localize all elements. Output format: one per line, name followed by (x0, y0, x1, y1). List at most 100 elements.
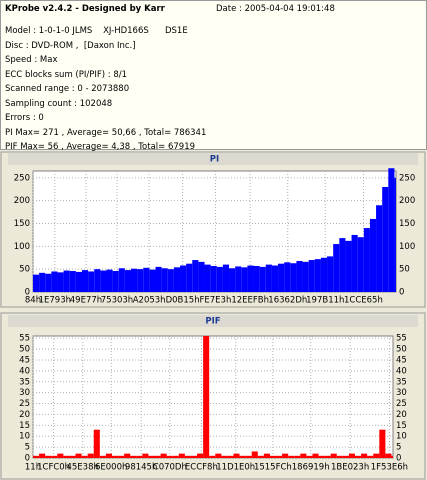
bar (330, 453, 337, 458)
y-tick-label-right: 55 (396, 334, 407, 344)
bar (161, 268, 168, 292)
bar (312, 453, 319, 458)
info-line: Scanned range : 0 - 2073880 (5, 84, 130, 94)
bar (69, 455, 76, 458)
bar (369, 218, 377, 292)
y-tick-label-right: 40 (396, 366, 407, 376)
bar (112, 270, 119, 292)
bar (149, 269, 156, 292)
x-tick-label: 75303h (101, 296, 133, 306)
bar (355, 455, 362, 458)
bar (45, 455, 52, 458)
x-tick-label: 45E38h (66, 463, 98, 473)
y-tick-label-right: 45 (396, 355, 407, 365)
x-tick-label: 6E000h (95, 463, 127, 473)
bar (130, 455, 137, 458)
info-line: PI Max= 271 , Average= 50,66 , Total= 78… (5, 127, 207, 138)
bar (57, 453, 64, 458)
x-tick-label: 98145h (125, 463, 157, 473)
x-tick-label: 49E77h (70, 296, 102, 306)
bar (93, 429, 100, 458)
bar (336, 455, 343, 458)
bar (361, 453, 368, 458)
bar (300, 453, 307, 458)
y-tick-label-right: 200 (399, 196, 415, 206)
bar (63, 455, 70, 458)
bar (216, 266, 223, 292)
bar (136, 455, 143, 458)
bar (210, 265, 217, 292)
x-tick-label: 12EEFBh (231, 296, 269, 306)
y-tick-label: 45 (19, 355, 30, 365)
info-line: Model : 1-0-1-0 JLMS XJ-HD166S DS1E (5, 26, 188, 36)
bar (376, 205, 383, 292)
bar (203, 336, 210, 458)
bar (245, 455, 252, 458)
bar (105, 453, 112, 458)
x-tick-label: 1CCE65h (344, 296, 383, 306)
bar (263, 453, 270, 458)
bar (306, 455, 313, 458)
bar (318, 455, 325, 458)
y-tick-label: 50 (19, 265, 30, 275)
x-tick-label: 1CFC0h (37, 463, 70, 473)
bar (247, 265, 254, 292)
info-line: Errors : 0 (5, 113, 44, 123)
x-tick-label: 1515FCh (254, 463, 292, 473)
y-tick-label: 10 (19, 432, 30, 442)
bar (184, 455, 191, 458)
x-tick-label: 1E793h (39, 296, 71, 306)
bar (106, 269, 113, 292)
bar (154, 455, 161, 458)
bar (290, 263, 297, 292)
date: Date : 2005-04-04 19:01:48 (216, 4, 335, 14)
x-tick-label: 186919h (292, 463, 330, 473)
chart-title: PIF (205, 317, 220, 327)
bar (235, 266, 242, 292)
y-tick-label: 30 (19, 388, 30, 398)
bar (276, 455, 283, 458)
bar (348, 453, 356, 458)
bar (269, 455, 277, 458)
bar (148, 455, 155, 458)
bar (284, 262, 291, 292)
bar (324, 455, 331, 458)
app-title: KProbe v2.4.2 - Designed by Karr (5, 4, 165, 14)
bar (271, 265, 279, 292)
bar (94, 269, 101, 292)
bar (209, 455, 216, 458)
bar (379, 429, 386, 458)
y-tick-label: 20 (19, 410, 30, 420)
y-tick-label: 50 (19, 345, 30, 355)
bar (45, 273, 52, 292)
bar (294, 455, 301, 458)
bar (229, 268, 236, 292)
y-tick-label-right: 30 (396, 388, 407, 398)
bar (253, 265, 260, 292)
y-tick-label: 0 (25, 288, 30, 298)
bar (222, 264, 230, 292)
bar (388, 168, 395, 292)
bar (51, 271, 58, 292)
bar (367, 455, 374, 458)
bar (265, 264, 272, 292)
bar (385, 453, 392, 458)
bar (32, 274, 40, 292)
bar (172, 455, 179, 458)
bar (241, 267, 248, 292)
y-tick-label: 0 (25, 454, 30, 464)
x-tick-label: 16362Dh (268, 296, 307, 306)
bar (251, 451, 258, 458)
y-tick-label-right: 100 (399, 242, 415, 252)
bar (118, 268, 125, 292)
bar (382, 186, 389, 292)
plot-area (32, 335, 394, 459)
bar (215, 453, 222, 458)
bar (327, 256, 334, 292)
x-tick-label: D0B15h (166, 296, 200, 306)
bar (227, 455, 234, 458)
bar (345, 240, 352, 292)
x-tick-label: ECCF8h (185, 463, 218, 473)
